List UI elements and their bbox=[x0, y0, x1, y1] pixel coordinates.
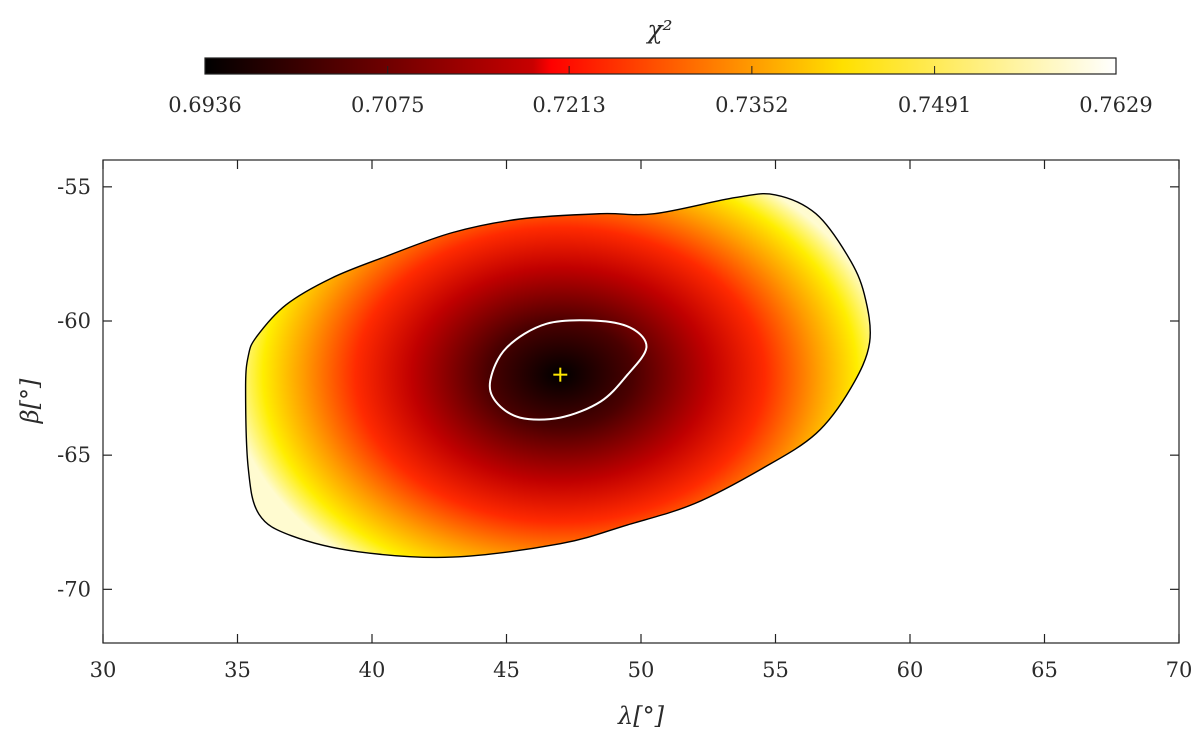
inner-contour-line bbox=[488, 319, 648, 421]
y-axis-label: β[°] bbox=[16, 378, 44, 424]
x-tick-label: 40 bbox=[359, 658, 386, 682]
colorbar-tick-label: 0.7075 bbox=[351, 93, 424, 117]
x-tick-label: 50 bbox=[628, 658, 655, 682]
colorbar: χ² 0.6936 0.7075 0.7213 0.7352 0.7491 0.7629 bbox=[168, 15, 1152, 117]
colorbar-title: χ² bbox=[645, 15, 672, 44]
colorbar-tick-label: 0.7491 bbox=[898, 93, 971, 117]
y-tick-label: -70 bbox=[57, 577, 91, 601]
minimum-marker-plus bbox=[553, 367, 568, 382]
x-axis-ticks: 30 35 40 45 50 55 60 65 70 bbox=[90, 160, 1193, 682]
x-tick-label: 30 bbox=[90, 658, 117, 682]
y-tick-label: -55 bbox=[57, 175, 91, 199]
y-tick-label: -60 bbox=[57, 309, 91, 333]
y-axis-ticks: -55 -60 -65 -70 bbox=[57, 175, 1179, 601]
y-tick-label: -65 bbox=[57, 443, 91, 467]
x-tick-label: 60 bbox=[897, 658, 924, 682]
x-tick-label: 35 bbox=[224, 658, 251, 682]
colorbar-tick-label: 0.6936 bbox=[168, 93, 241, 117]
outer-contour-line bbox=[244, 193, 871, 559]
colorbar-tick-label: 0.7629 bbox=[1079, 93, 1152, 117]
x-tick-label: 65 bbox=[1031, 658, 1058, 682]
x-tick-label: 55 bbox=[762, 658, 789, 682]
colorbar-tick-label: 0.7352 bbox=[715, 93, 788, 117]
x-axis-label: λ[°] bbox=[617, 702, 665, 730]
colorbar-ticks: 0.6936 0.7075 0.7213 0.7352 0.7491 0.7629 bbox=[168, 66, 1153, 117]
plot-area: 30 35 40 45 50 55 60 65 70 -55 -60 -65 -70 λ[°] β[°… bbox=[16, 159, 1193, 730]
colorbar-tick-label: 0.7213 bbox=[532, 93, 605, 117]
x-tick-label: 70 bbox=[1166, 658, 1193, 682]
colorbar-gradient bbox=[204, 57, 1117, 75]
x-tick-label: 45 bbox=[493, 658, 520, 682]
